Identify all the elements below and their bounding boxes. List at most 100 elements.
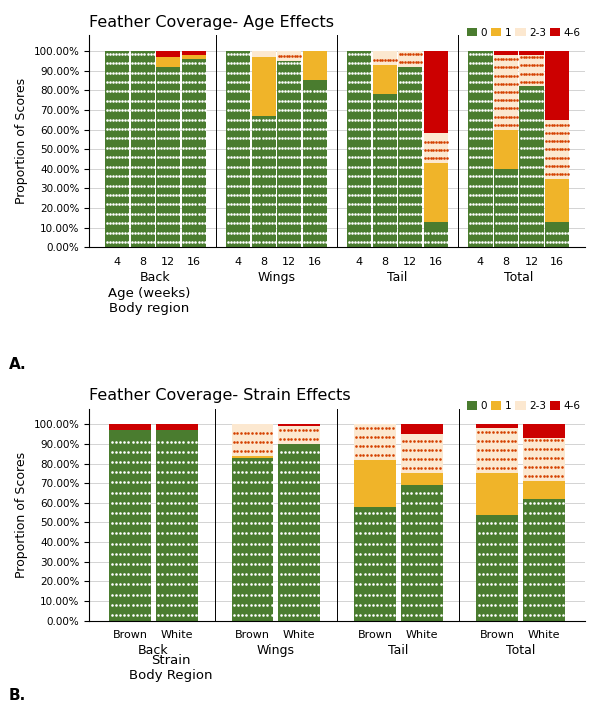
- Point: [532, 76, 542, 87]
- Point: [263, 518, 272, 529]
- Point: [385, 151, 395, 163]
- Point: [154, 528, 163, 539]
- Point: [250, 599, 260, 611]
- Point: [472, 114, 481, 125]
- Point: [254, 227, 264, 239]
- Point: [244, 58, 254, 69]
- Point: [385, 105, 395, 116]
- Point: [312, 142, 322, 154]
- Point: [185, 133, 194, 144]
- Point: [347, 208, 357, 220]
- Point: [111, 180, 121, 191]
- Point: [526, 170, 535, 182]
- Point: [351, 422, 361, 433]
- Point: [188, 123, 197, 135]
- Point: [284, 487, 294, 498]
- Point: [401, 105, 411, 116]
- Point: [156, 95, 166, 107]
- Point: [401, 123, 411, 135]
- Point: [305, 518, 315, 529]
- Point: [302, 227, 312, 239]
- Point: [143, 170, 152, 182]
- Point: [289, 151, 299, 163]
- Point: [229, 133, 239, 144]
- Point: [472, 58, 481, 69]
- Point: [416, 454, 426, 465]
- Point: [499, 578, 509, 590]
- Point: [179, 435, 188, 447]
- Point: [385, 431, 394, 443]
- Point: [232, 218, 242, 229]
- Point: [105, 189, 115, 200]
- Point: [423, 136, 433, 148]
- Point: [185, 142, 194, 154]
- Point: [140, 133, 149, 144]
- Point: [529, 198, 538, 210]
- Point: [292, 105, 302, 116]
- Point: [188, 133, 197, 144]
- Point: [302, 170, 312, 182]
- Point: [512, 589, 521, 601]
- Point: [283, 86, 293, 97]
- Point: [145, 466, 154, 478]
- Point: [482, 609, 492, 621]
- Point: [478, 558, 488, 570]
- Point: [416, 161, 426, 172]
- Point: [385, 589, 395, 601]
- Point: [385, 422, 394, 433]
- Point: [270, 218, 280, 229]
- Point: [350, 114, 360, 125]
- Point: [274, 114, 284, 125]
- Point: [149, 189, 158, 200]
- Point: [226, 161, 236, 172]
- Point: [554, 461, 563, 473]
- Point: [504, 70, 514, 81]
- Point: [503, 445, 513, 456]
- Point: [226, 58, 236, 69]
- Point: [478, 123, 487, 135]
- Point: [232, 76, 242, 88]
- Point: [526, 161, 535, 172]
- Point: [182, 133, 191, 144]
- Point: [538, 236, 547, 248]
- Point: [532, 208, 541, 220]
- Point: [111, 568, 121, 580]
- Point: [381, 518, 391, 529]
- Point: [484, 133, 493, 144]
- Point: [175, 95, 184, 107]
- Point: [496, 445, 505, 456]
- Point: [175, 456, 184, 468]
- Point: [114, 151, 124, 163]
- Point: [188, 236, 197, 248]
- Point: [388, 227, 398, 239]
- Point: [254, 589, 264, 601]
- Point: [313, 456, 323, 468]
- Point: [254, 114, 264, 125]
- Point: [263, 497, 272, 508]
- Point: [289, 456, 298, 468]
- Point: [519, 189, 529, 200]
- Point: [166, 589, 176, 601]
- Point: [495, 558, 505, 570]
- Point: [403, 599, 412, 611]
- Point: [200, 227, 209, 239]
- Point: [267, 558, 277, 570]
- Point: [233, 466, 243, 478]
- Point: [111, 189, 121, 200]
- Point: [370, 208, 379, 220]
- Point: [491, 94, 500, 106]
- Point: [297, 528, 307, 539]
- Point: [370, 95, 379, 107]
- Point: [280, 198, 290, 210]
- Point: [503, 568, 513, 580]
- Point: [295, 95, 305, 107]
- Point: [105, 227, 115, 239]
- Point: [563, 160, 572, 172]
- Point: [258, 114, 268, 125]
- Text: Body region: Body region: [109, 302, 189, 315]
- Point: [182, 86, 191, 97]
- Point: [318, 123, 328, 135]
- Point: [302, 198, 312, 210]
- Point: [482, 568, 492, 580]
- Point: [108, 58, 118, 69]
